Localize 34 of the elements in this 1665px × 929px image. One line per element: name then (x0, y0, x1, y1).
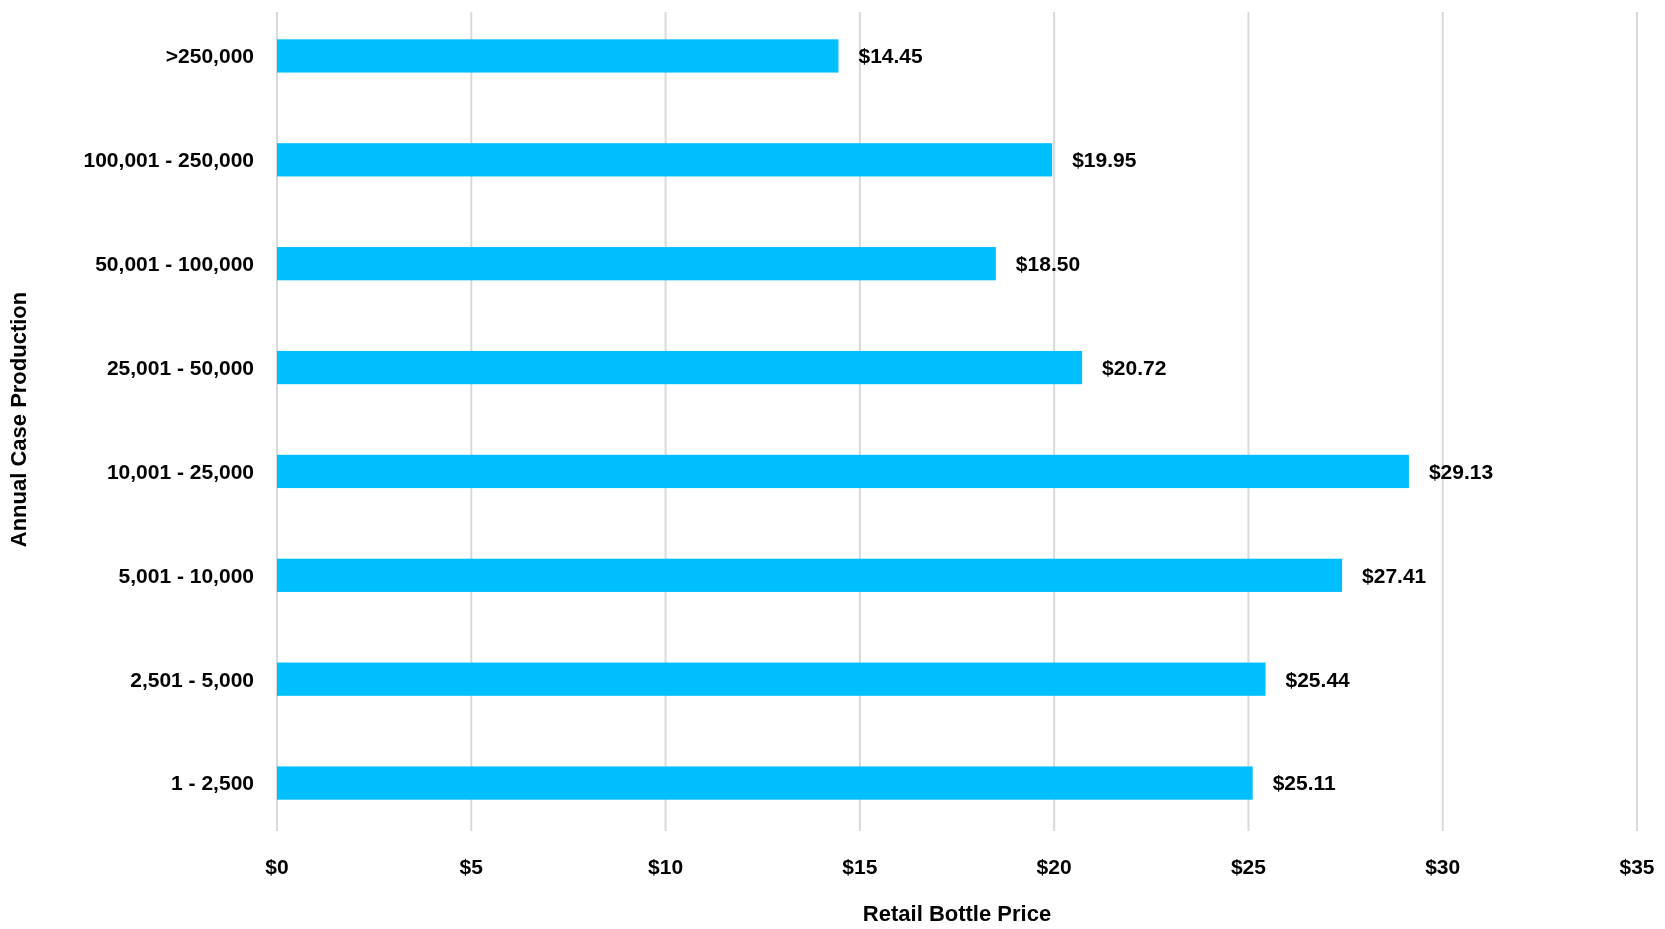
bar (277, 766, 1253, 800)
data-label: $20.72 (1102, 355, 1167, 379)
data-label: $25.11 (1272, 771, 1337, 795)
y-tick-label: 100,001 - 250,000 (83, 148, 254, 172)
x-tick-label: $35 (1619, 855, 1655, 879)
x-tick-label: $15 (842, 855, 878, 879)
bar (277, 454, 1409, 489)
bar (277, 247, 996, 281)
data-label: $14.45 (858, 44, 924, 68)
data-label: $27.41 (1362, 563, 1427, 587)
x-tick-label: $30 (1425, 855, 1461, 879)
bar (277, 558, 1343, 592)
bar (277, 143, 1053, 177)
data-label: $19.95 (1072, 148, 1137, 172)
x-tick-label: $10 (648, 855, 684, 879)
x-tick-label: $20 (1036, 855, 1072, 879)
bar (277, 662, 1266, 696)
data-label: $18.50 (1015, 252, 1081, 276)
x-tick-label: $0 (265, 855, 289, 879)
x-tick-label: $25 (1230, 855, 1267, 879)
y-tick-label: 10,001 - 25,000 (106, 459, 254, 483)
y-tick-label: 1 - 2,500 (171, 771, 254, 795)
y-tick-label: 5,001 - 10,000 (118, 563, 254, 587)
bar (277, 39, 839, 73)
data-label: $25.44 (1285, 667, 1351, 691)
y-tick-label: >250,000 (165, 44, 254, 68)
y-tick-label: 25,001 - 50,000 (106, 355, 254, 379)
bar (277, 350, 1083, 385)
y-axis-title: Annual Case Production (6, 291, 31, 548)
x-axis-title: Retail Bottle Price (862, 901, 1052, 926)
y-tick-label: 50,001 - 100,000 (95, 252, 254, 276)
data-label: $29.13 (1428, 459, 1494, 483)
y-tick-label: 2,501 - 5,000 (130, 667, 254, 691)
x-tick-label: $5 (459, 855, 484, 879)
